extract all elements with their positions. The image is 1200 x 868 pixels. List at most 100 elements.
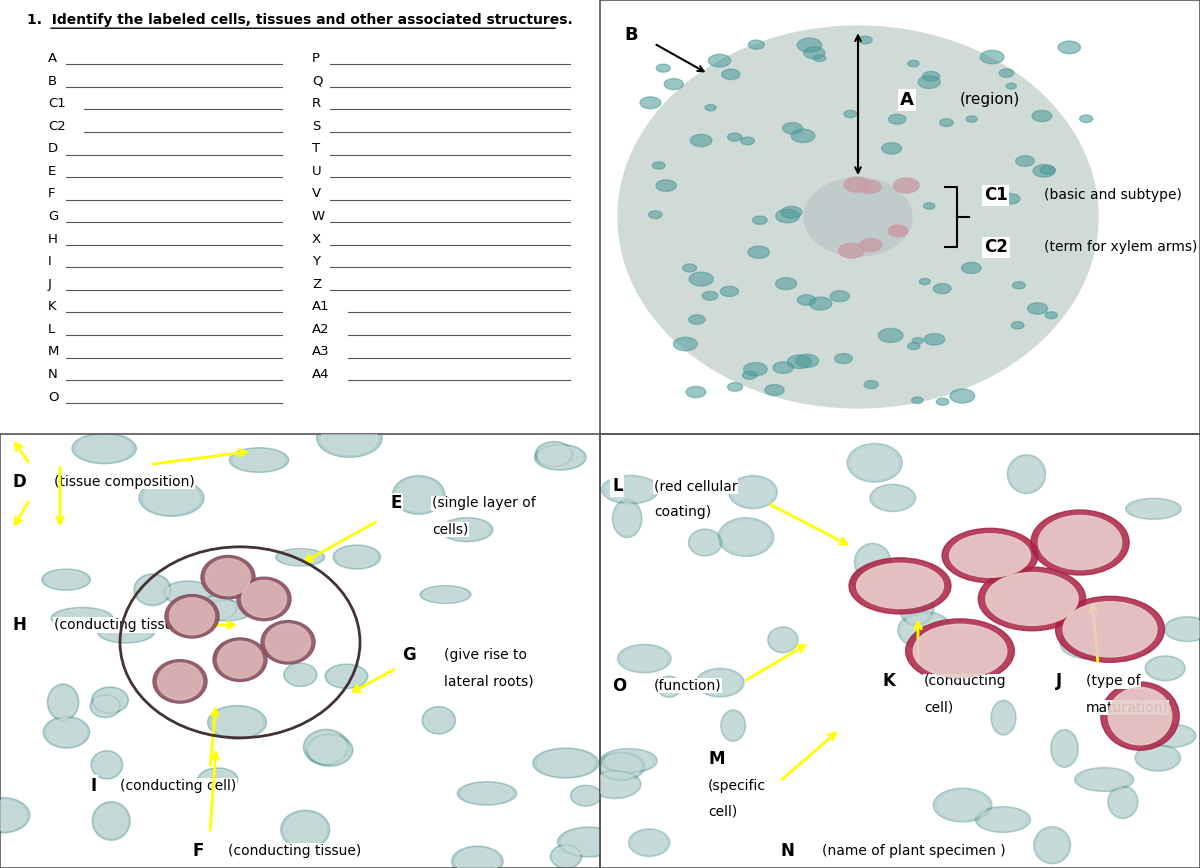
Ellipse shape <box>809 297 832 310</box>
Ellipse shape <box>923 71 940 82</box>
Ellipse shape <box>551 845 582 868</box>
Ellipse shape <box>572 786 599 805</box>
Ellipse shape <box>924 333 944 345</box>
Ellipse shape <box>154 660 208 703</box>
Ellipse shape <box>878 328 904 343</box>
Ellipse shape <box>310 736 349 764</box>
Ellipse shape <box>539 446 582 468</box>
Ellipse shape <box>740 137 755 145</box>
Ellipse shape <box>194 595 238 621</box>
Text: W: W <box>312 210 325 223</box>
Text: (region): (region) <box>960 92 1020 108</box>
Text: N: N <box>780 842 794 859</box>
Ellipse shape <box>721 710 745 741</box>
Ellipse shape <box>198 597 234 619</box>
Ellipse shape <box>796 354 818 367</box>
Ellipse shape <box>72 433 137 464</box>
Ellipse shape <box>144 483 199 514</box>
Ellipse shape <box>1108 786 1138 819</box>
Ellipse shape <box>48 684 79 720</box>
Ellipse shape <box>1153 727 1192 746</box>
Ellipse shape <box>1164 616 1200 641</box>
Text: B: B <box>624 26 637 44</box>
Ellipse shape <box>847 444 902 483</box>
Ellipse shape <box>686 386 706 398</box>
Ellipse shape <box>632 832 666 854</box>
Ellipse shape <box>629 829 670 857</box>
Ellipse shape <box>918 76 941 89</box>
Ellipse shape <box>683 264 697 272</box>
Ellipse shape <box>1013 281 1025 289</box>
Text: (function): (function) <box>654 679 721 693</box>
Ellipse shape <box>553 846 580 866</box>
Ellipse shape <box>724 521 769 553</box>
Ellipse shape <box>49 687 77 718</box>
Ellipse shape <box>1130 500 1176 517</box>
Ellipse shape <box>749 40 764 49</box>
Ellipse shape <box>1148 724 1196 747</box>
Ellipse shape <box>814 55 826 62</box>
Ellipse shape <box>658 676 682 697</box>
Ellipse shape <box>317 418 383 457</box>
Ellipse shape <box>229 448 289 472</box>
Text: P: P <box>312 52 320 65</box>
Ellipse shape <box>46 570 86 589</box>
Ellipse shape <box>888 226 907 237</box>
Text: M: M <box>48 345 59 358</box>
Ellipse shape <box>673 338 697 351</box>
Ellipse shape <box>882 142 901 154</box>
Ellipse shape <box>936 398 949 405</box>
Ellipse shape <box>0 798 30 833</box>
Ellipse shape <box>215 641 259 667</box>
Text: H: H <box>12 616 26 634</box>
Ellipse shape <box>852 447 898 478</box>
Ellipse shape <box>95 689 126 711</box>
Text: Z: Z <box>312 278 322 291</box>
Ellipse shape <box>1007 455 1045 494</box>
Text: A4: A4 <box>312 368 330 381</box>
Ellipse shape <box>306 733 353 766</box>
Ellipse shape <box>787 355 811 369</box>
Text: lateral roots): lateral roots) <box>444 674 534 688</box>
Ellipse shape <box>50 608 113 629</box>
Ellipse shape <box>1135 745 1181 771</box>
Ellipse shape <box>858 36 872 44</box>
Ellipse shape <box>1002 194 1020 204</box>
Ellipse shape <box>899 589 934 626</box>
Ellipse shape <box>422 707 456 734</box>
Ellipse shape <box>534 444 586 470</box>
Ellipse shape <box>689 529 722 556</box>
Ellipse shape <box>770 629 796 650</box>
Ellipse shape <box>1100 682 1180 750</box>
Text: O: O <box>48 391 59 404</box>
Ellipse shape <box>938 792 986 819</box>
Text: K: K <box>882 673 895 690</box>
Text: (term for xylem arms): (term for xylem arms) <box>1044 240 1198 254</box>
Ellipse shape <box>276 549 325 566</box>
Text: E: E <box>390 495 401 512</box>
Ellipse shape <box>856 568 887 594</box>
Ellipse shape <box>90 694 120 718</box>
Ellipse shape <box>906 619 1014 683</box>
Text: Q: Q <box>312 75 323 88</box>
Text: E: E <box>48 165 56 178</box>
Ellipse shape <box>656 180 677 192</box>
Ellipse shape <box>775 278 797 290</box>
Ellipse shape <box>538 444 570 465</box>
Ellipse shape <box>653 161 665 169</box>
Text: 1.  Identify the labeled cells, tissues and other associated structures.: 1. Identify the labeled cells, tissues a… <box>28 13 572 27</box>
Text: (conducting tissue): (conducting tissue) <box>228 844 361 858</box>
Ellipse shape <box>902 593 931 622</box>
Ellipse shape <box>533 748 599 778</box>
Ellipse shape <box>839 243 864 258</box>
Ellipse shape <box>718 517 774 556</box>
Ellipse shape <box>889 225 906 234</box>
Ellipse shape <box>598 753 644 780</box>
Ellipse shape <box>605 751 652 771</box>
Ellipse shape <box>451 846 503 868</box>
Text: (conducting cell): (conducting cell) <box>120 779 236 792</box>
Ellipse shape <box>665 79 683 89</box>
Ellipse shape <box>607 478 654 502</box>
Text: U: U <box>312 165 322 178</box>
Text: (tissue composition): (tissue composition) <box>54 475 194 489</box>
